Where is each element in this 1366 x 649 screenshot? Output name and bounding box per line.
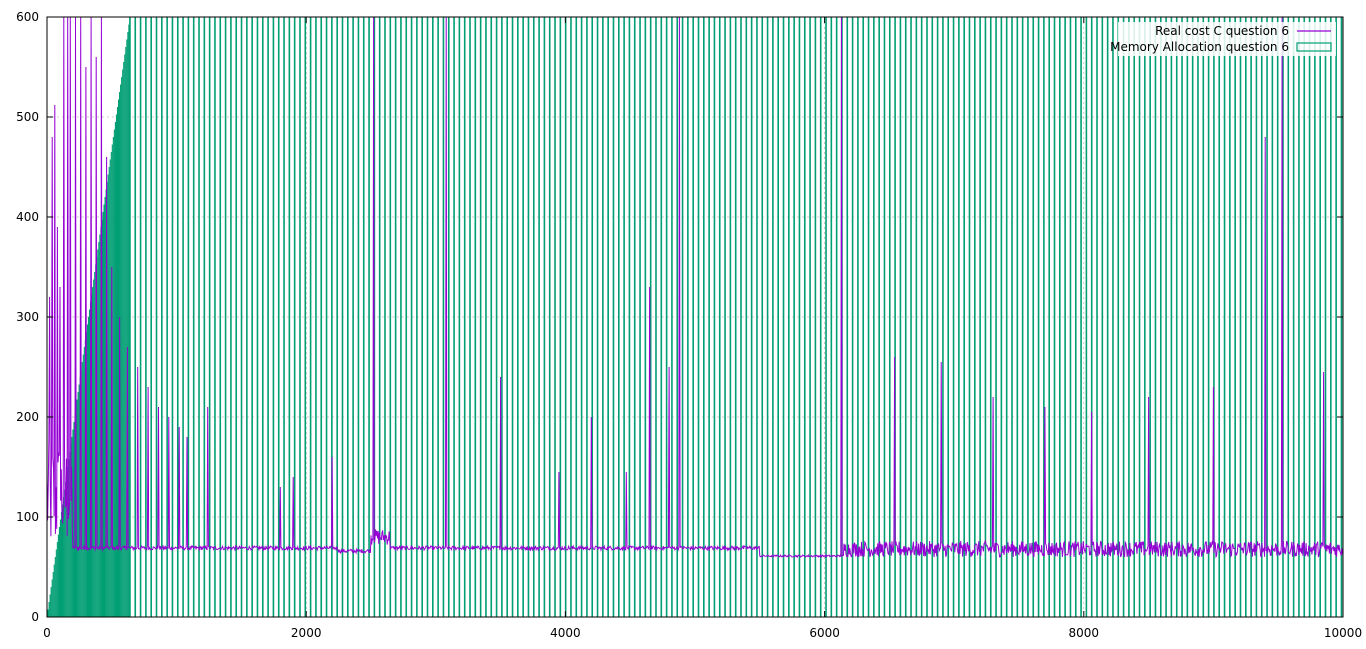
x-tick-label: 10000 bbox=[1324, 626, 1362, 640]
axes: 0 2000 4000 6000 8000 10000 0 100 200 300 400 500 60… bbox=[16, 10, 1362, 640]
y-tick-label: 400 bbox=[16, 210, 39, 224]
x-tick-label: 0 bbox=[43, 626, 51, 640]
memory-allocation-series bbox=[47, 17, 1343, 617]
real-cost-line bbox=[46, 16, 1344, 559]
real-cost-series bbox=[46, 16, 1344, 559]
y-tick-label: 500 bbox=[16, 110, 39, 124]
x-tick-label: 4000 bbox=[550, 626, 581, 640]
legend-swatch-memory-allocation bbox=[1296, 42, 1332, 52]
y-tick-label: 600 bbox=[16, 10, 39, 24]
legend-label-real-cost: Real cost C question 6 bbox=[1155, 24, 1289, 38]
y-tick-label: 200 bbox=[16, 410, 39, 424]
x-tick-label: 2000 bbox=[291, 626, 322, 640]
legend: Real cost C question 6 Memory Allocation … bbox=[1110, 22, 1336, 56]
y-tick-label: 0 bbox=[31, 610, 39, 624]
legend-background bbox=[1118, 22, 1336, 56]
x-tick-label: 6000 bbox=[809, 626, 840, 640]
legend-label-memory-allocation: Memory Allocation question 6 bbox=[1110, 40, 1289, 54]
x-tick-label: 8000 bbox=[1069, 626, 1100, 640]
y-tick-label: 100 bbox=[16, 510, 39, 524]
y-tick-label: 300 bbox=[16, 310, 39, 324]
